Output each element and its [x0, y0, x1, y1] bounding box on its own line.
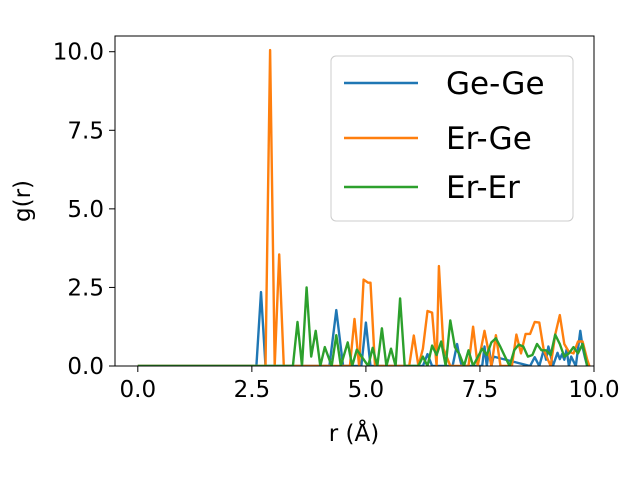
y-axis: 0.0 2.5 5.0 7.5 10.0	[53, 40, 115, 380]
legend-label-er-er: Er-Er	[446, 170, 520, 206]
legend-label-ge-ge: Ge-Ge	[446, 66, 545, 102]
x-tick-label: 2.5	[234, 377, 271, 403]
y-tick-label: 5.0	[67, 197, 104, 223]
x-axis-label: r (Å)	[329, 419, 379, 447]
legend: Ge-Ge Er-Ge Er-Er	[330, 55, 574, 222]
y-tick-label: 2.5	[67, 275, 104, 301]
y-axis-label: g(r)	[10, 180, 36, 222]
x-tick-label: 5.0	[348, 377, 385, 403]
y-tick-label: 7.5	[67, 118, 104, 144]
x-axis: 0.0 2.5 5.0 7.5 10.0	[120, 366, 620, 403]
x-tick-label: 10.0	[568, 377, 619, 403]
x-tick-label: 7.5	[462, 377, 499, 403]
legend-box	[330, 55, 574, 222]
plot-frame	[114, 35, 595, 367]
y-tick-label: 10.0	[53, 40, 104, 66]
legend-label-er-ge: Er-Ge	[446, 121, 532, 157]
series-line-er-er	[137, 286, 589, 366]
series-line-er-ge	[137, 48, 591, 366]
y-tick-label: 0.0	[67, 354, 104, 380]
x-tick-label: 0.0	[120, 377, 157, 403]
series-layer	[137, 48, 591, 366]
